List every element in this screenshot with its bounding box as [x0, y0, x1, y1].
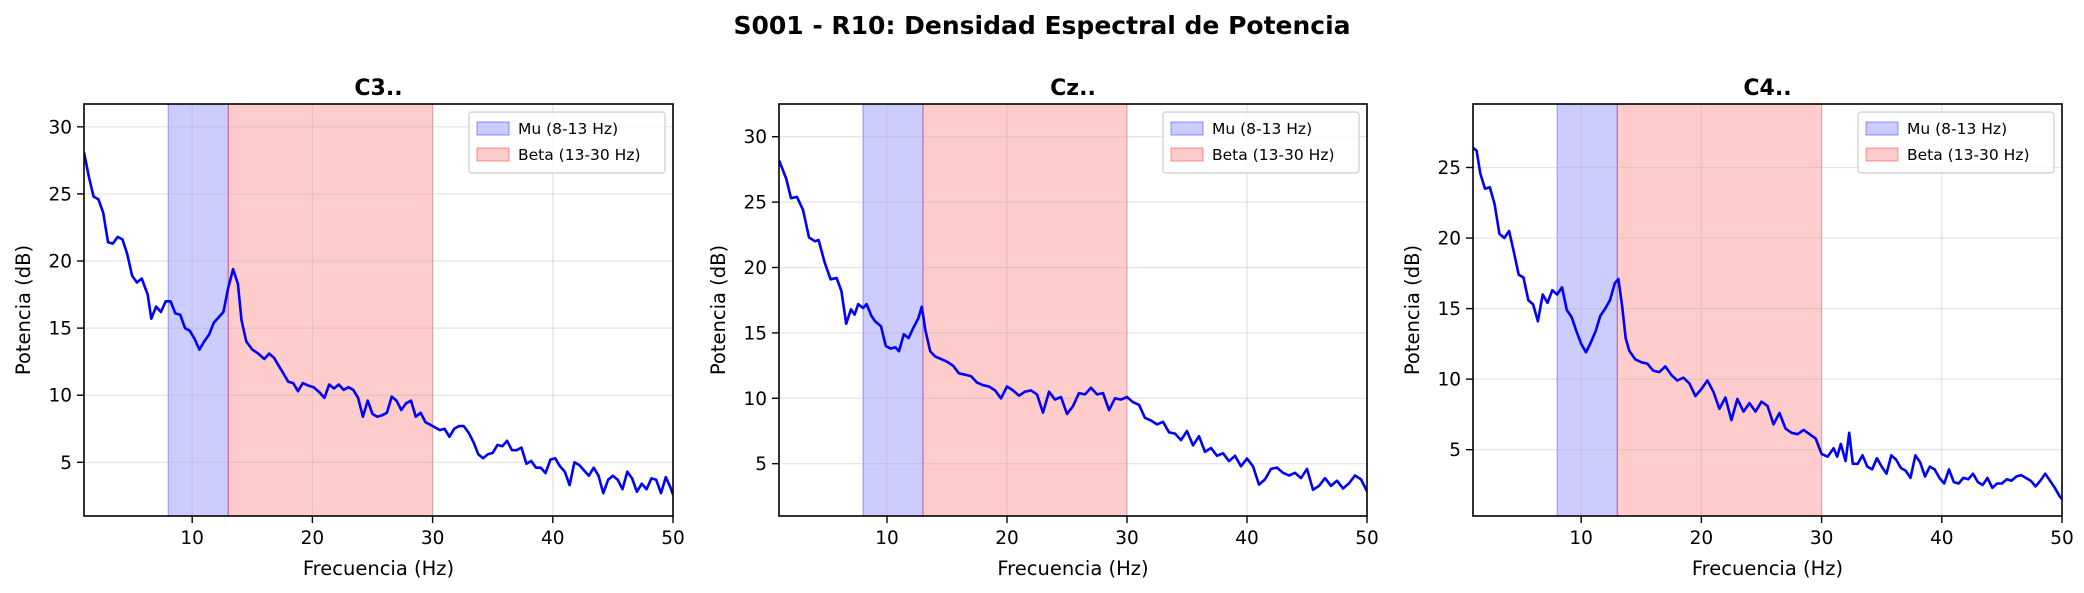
axes-frame: [778, 103, 1368, 517]
legend-frame: [1857, 111, 2055, 174]
panel-title: Cz..: [1050, 76, 1096, 101]
y-tick-label: 20: [1437, 229, 1461, 250]
axes-frame: [83, 103, 674, 517]
x-tick-label: 50: [2050, 528, 2074, 549]
y-tick-label: 5: [1449, 440, 1461, 461]
legend-label: Mu (8-13 Hz): [1907, 120, 2007, 138]
y-axis-label: Potencia (dB): [1401, 245, 1424, 375]
psd-line: [1473, 146, 2062, 500]
y-tick-label: 5: [755, 454, 767, 475]
y-tick-label: 25: [743, 193, 767, 214]
axes-frame: [1472, 103, 2063, 517]
x-tick-label: 10: [875, 528, 899, 549]
legend-label: Mu (8-13 Hz): [1212, 120, 1312, 138]
legend-label: Beta (13-30 Hz): [518, 146, 641, 164]
x-axis-label: Frecuencia (Hz): [1692, 557, 1843, 580]
x-axis-label: Frecuencia (Hz): [997, 557, 1148, 580]
mu-band: [862, 103, 924, 517]
legend-label: Beta (13-30 Hz): [1212, 146, 1335, 164]
legend-label: Beta (13-30 Hz): [1907, 146, 2030, 164]
figure-title: S001 - R10: Densidad Espectral de Potenc…: [733, 11, 1350, 40]
legend-swatch: [1865, 147, 1899, 162]
x-tick-label: 50: [661, 528, 685, 549]
y-tick-label: 10: [48, 386, 72, 407]
y-tick-label: 25: [48, 184, 72, 205]
panel-title: C4..: [1743, 76, 1791, 101]
panel-title: C3..: [354, 76, 402, 101]
x-tick-label: 10: [180, 528, 204, 549]
x-tick-label: 30: [1810, 528, 1834, 549]
y-tick-label: 15: [1437, 299, 1461, 320]
mu-band: [167, 103, 229, 517]
x-tick-label: 40: [541, 528, 565, 549]
x-axis-label: Frecuencia (Hz): [303, 557, 454, 580]
beta-band: [227, 103, 434, 517]
legend-swatch: [1170, 121, 1204, 136]
beta-band: [1616, 103, 1823, 517]
x-tick-label: 40: [1235, 528, 1259, 549]
legend-frame: [1162, 111, 1360, 174]
legend-frame: [468, 111, 666, 174]
x-tick-label: 30: [1115, 528, 1139, 549]
psd-line: [84, 152, 673, 495]
legend-swatch: [476, 147, 510, 162]
y-tick-label: 5: [60, 453, 72, 474]
x-tick-label: 40: [1930, 528, 1954, 549]
plot-panel-1: Cz.. 10 20 30 40 50 5 10 15 20 25 30 Frecuencia (Hz)…: [707, 76, 1379, 580]
y-tick-label: 20: [743, 258, 767, 279]
plot-panel-0: C3.. 10 20 30 40 50 5 10 15 20 25 30 Frecuencia (Hz)…: [12, 76, 685, 580]
x-tick-label: 50: [1355, 528, 1379, 549]
x-tick-label: 10: [1569, 528, 1593, 549]
y-axis-label: Potencia (dB): [12, 245, 35, 375]
psd-line: [779, 159, 1367, 492]
y-tick-label: 15: [48, 319, 72, 340]
y-tick-label: 25: [1437, 158, 1461, 179]
y-tick-label: 15: [743, 323, 767, 344]
legend: Mu (8-13 Hz) Beta (13-30 Hz): [1857, 111, 2055, 174]
y-tick-label: 20: [48, 252, 72, 273]
y-axis-label: Potencia (dB): [707, 245, 730, 375]
legend-swatch: [1865, 121, 1899, 136]
y-tick-label: 30: [48, 117, 72, 138]
plot-panel-2: C4.. 10 20 30 40 50 5 10 15 20 25 Frecuencia (Hz) Po…: [1401, 76, 2074, 580]
x-tick-label: 20: [995, 528, 1019, 549]
beta-band: [922, 103, 1128, 517]
x-tick-label: 30: [421, 528, 445, 549]
y-tick-label: 10: [743, 389, 767, 410]
legend-swatch: [1170, 147, 1204, 162]
y-tick-label: 30: [743, 127, 767, 148]
x-tick-label: 20: [1690, 528, 1714, 549]
legend: Mu (8-13 Hz) Beta (13-30 Hz): [1162, 111, 1360, 174]
legend-swatch: [476, 121, 510, 136]
y-tick-label: 10: [1437, 370, 1461, 391]
legend: Mu (8-13 Hz) Beta (13-30 Hz): [468, 111, 666, 174]
legend-label: Mu (8-13 Hz): [518, 120, 618, 138]
x-tick-label: 20: [301, 528, 325, 549]
